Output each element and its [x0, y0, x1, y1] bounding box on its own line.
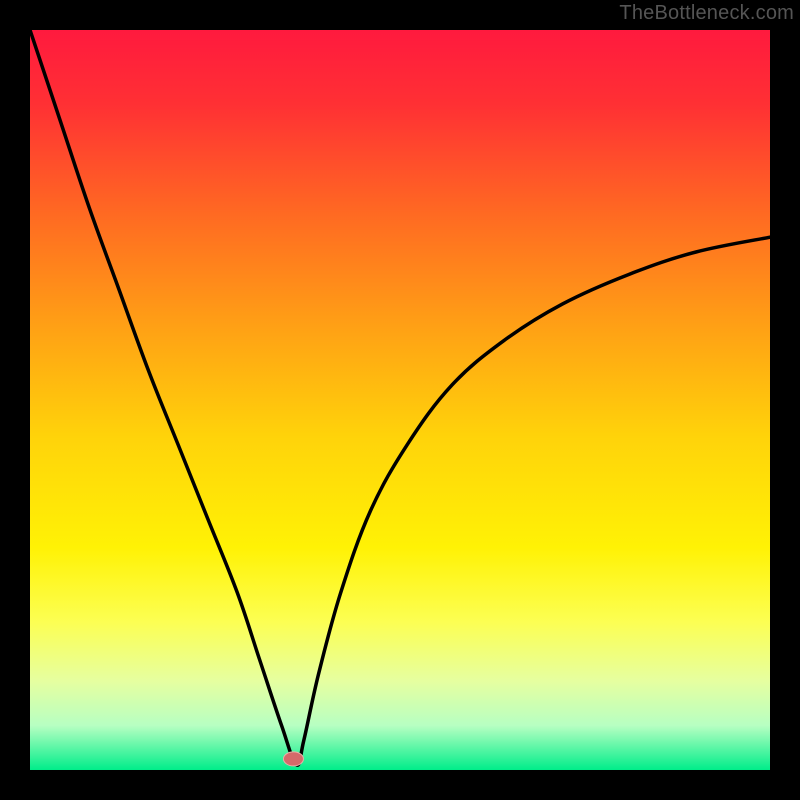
plot-svg — [30, 30, 770, 770]
gradient-background — [30, 30, 770, 770]
chart-frame: TheBottleneck.com — [0, 0, 800, 800]
watermark-text: TheBottleneck.com — [619, 2, 794, 25]
plot-area — [30, 30, 770, 770]
minimum-point-marker — [283, 752, 303, 766]
